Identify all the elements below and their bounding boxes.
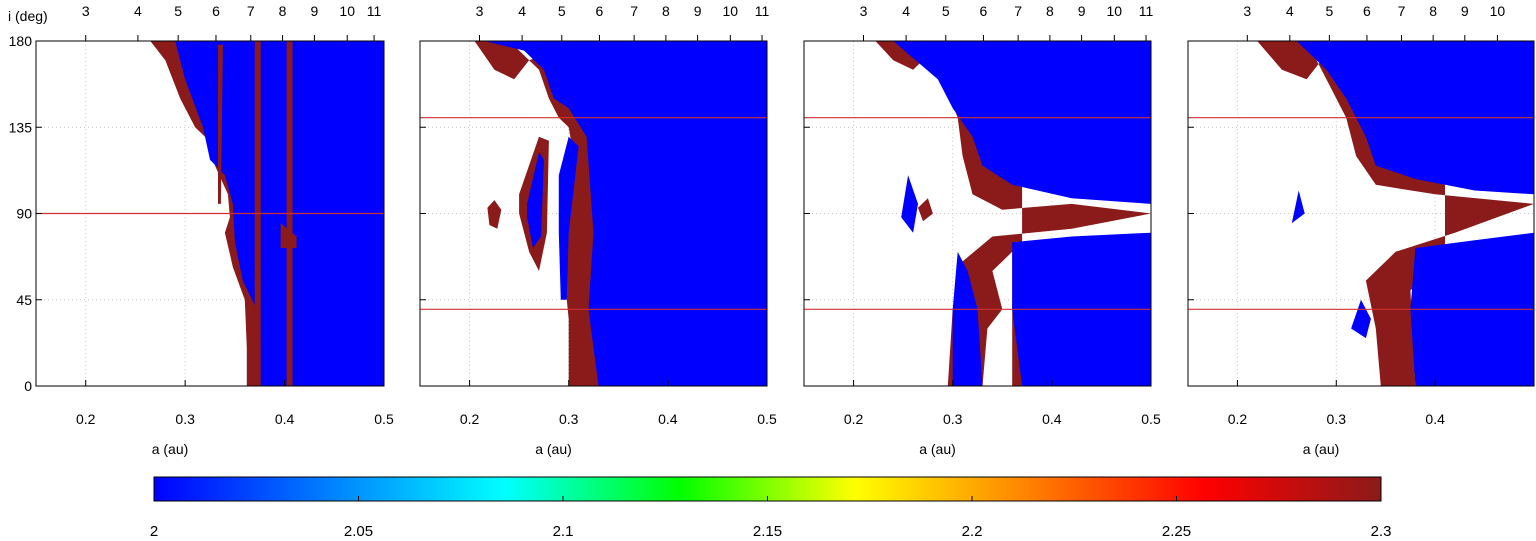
heatmap-region-1 xyxy=(150,41,283,386)
top-tick-label: 5 xyxy=(1325,3,1333,19)
colorbar-tick-label: 2 xyxy=(150,523,158,540)
y-tick-label: 135 xyxy=(9,119,33,135)
x-tick-label: 0.3 xyxy=(943,411,963,427)
top-tick-label: 9 xyxy=(1078,3,1086,19)
panel-3: 0.2 0.3 0.4 0.5 3 4 5 6 7 8 9 10 11 a (au) xyxy=(803,3,1161,457)
heatmap xyxy=(474,41,767,386)
x-axis-label: a (au) xyxy=(919,441,956,457)
panel-2: 0.2 0.3 0.4 0.5 3 4 5 6 7 8 9 10 11 a (au) xyxy=(419,3,777,457)
top-tick-label: 8 xyxy=(279,3,287,19)
top-tick-label: 11 xyxy=(755,3,770,19)
heatmap xyxy=(1257,41,1534,386)
x-tick-label: 0.5 xyxy=(757,411,777,427)
top-tick-label: 10 xyxy=(339,3,355,19)
top-tick-label: 4 xyxy=(518,3,526,19)
colorbar: 2 2.05 2.1 2.15 2.2 2.25 2.3 xyxy=(150,476,1392,540)
colorbar-tick-label: 2.3 xyxy=(1371,523,1392,540)
top-tick-label: 10 xyxy=(1490,3,1506,19)
top-tick-label: 3 xyxy=(476,3,484,19)
x-tick-label: 0.2 xyxy=(76,411,96,427)
top-tick-label: 6 xyxy=(212,3,220,19)
top-tick-label: 5 xyxy=(558,3,566,19)
x-tick-label: 0.3 xyxy=(1327,411,1347,427)
top-tick-label: 7 xyxy=(247,3,255,19)
top-tick-label: 8 xyxy=(1429,3,1437,19)
heatmap-region-6 xyxy=(918,198,933,222)
colorbar-tick-label: 2.15 xyxy=(753,523,782,540)
x-tick-label: 0.4 xyxy=(658,411,678,427)
top-tick-label: 11 xyxy=(367,3,382,19)
top-tick-label: 3 xyxy=(82,3,90,19)
x-tick-label: 0.4 xyxy=(1042,411,1062,427)
x-tick-label: 0.3 xyxy=(559,411,579,427)
heatmap-region-4 xyxy=(1291,190,1305,224)
heatmap-region-5 xyxy=(527,152,544,248)
heatmap-region-6 xyxy=(487,200,502,229)
top-tick-label: 9 xyxy=(1461,3,1469,19)
top-tick-label: 9 xyxy=(311,3,319,19)
top-tick-label: 6 xyxy=(980,3,988,19)
x-axis-label: a (au) xyxy=(1303,441,1340,457)
y-tick-label: 45 xyxy=(16,292,32,308)
x-tick-label: 0.4 xyxy=(1425,411,1445,427)
top-tick-label: 5 xyxy=(174,3,182,19)
top-tick-label: 9 xyxy=(694,3,702,19)
top-tick-label: 4 xyxy=(1286,3,1294,19)
top-tick-label: 8 xyxy=(1046,3,1054,19)
x-axis-label: a (au) xyxy=(152,441,189,457)
x-tick-label: 0.3 xyxy=(175,411,195,427)
heatmap-region-5 xyxy=(218,44,223,204)
panel-4: 0.2 0.3 0.4 3 4 5 6 7 8 9 10 a (au) xyxy=(1187,3,1535,457)
colorbar-tick-label: 2.1 xyxy=(553,523,574,540)
top-tick-label: 4 xyxy=(134,3,142,19)
colorbar-tick-label: 2.25 xyxy=(1162,523,1191,540)
heatmap-region-5 xyxy=(901,175,918,233)
heatmap-region-3 xyxy=(558,136,579,300)
top-tick-label: 7 xyxy=(1014,3,1022,19)
y-tick-label: 180 xyxy=(9,33,33,49)
top-tick-label: 7 xyxy=(1398,3,1406,19)
x-tick-label: 0.4 xyxy=(275,411,295,427)
heatmap-region-6 xyxy=(280,223,297,248)
x-tick-label: 0.5 xyxy=(374,411,394,427)
top-tick-label: 6 xyxy=(1363,3,1371,19)
top-tick-label: 8 xyxy=(662,3,670,19)
top-tick-label: 5 xyxy=(942,3,950,19)
colorbar-tick-label: 2.2 xyxy=(962,523,983,540)
heatmap-region-2 xyxy=(893,41,1151,204)
top-tick-label: 4 xyxy=(902,3,910,19)
top-tick-label: 7 xyxy=(630,3,638,19)
y-tick-label: 90 xyxy=(16,206,32,222)
x-tick-label: 0.5 xyxy=(1141,411,1161,427)
heatmap-region-2 xyxy=(484,41,767,386)
x-tick-label: 0.2 xyxy=(1228,411,1248,427)
top-tick-label: 3 xyxy=(860,3,868,19)
colorbar-tick-label: 2.05 xyxy=(344,523,373,540)
heatmap-region-5 xyxy=(1351,299,1371,339)
x-tick-label: 0.2 xyxy=(460,411,480,427)
heatmap-region-4 xyxy=(952,251,983,386)
y-axis-label: i (deg) xyxy=(8,8,48,24)
x-axis-label: a (au) xyxy=(535,441,572,457)
top-tick-label: 10 xyxy=(723,3,739,19)
top-tick-label: 3 xyxy=(1243,3,1251,19)
top-tick-label: 10 xyxy=(1107,3,1123,19)
y-tick-label: 0 xyxy=(24,378,32,394)
heatmap-region-1 xyxy=(474,41,599,386)
top-tick-label: 11 xyxy=(1139,3,1154,19)
top-tick-label: 6 xyxy=(596,3,604,19)
x-tick-label: 0.2 xyxy=(844,411,864,427)
